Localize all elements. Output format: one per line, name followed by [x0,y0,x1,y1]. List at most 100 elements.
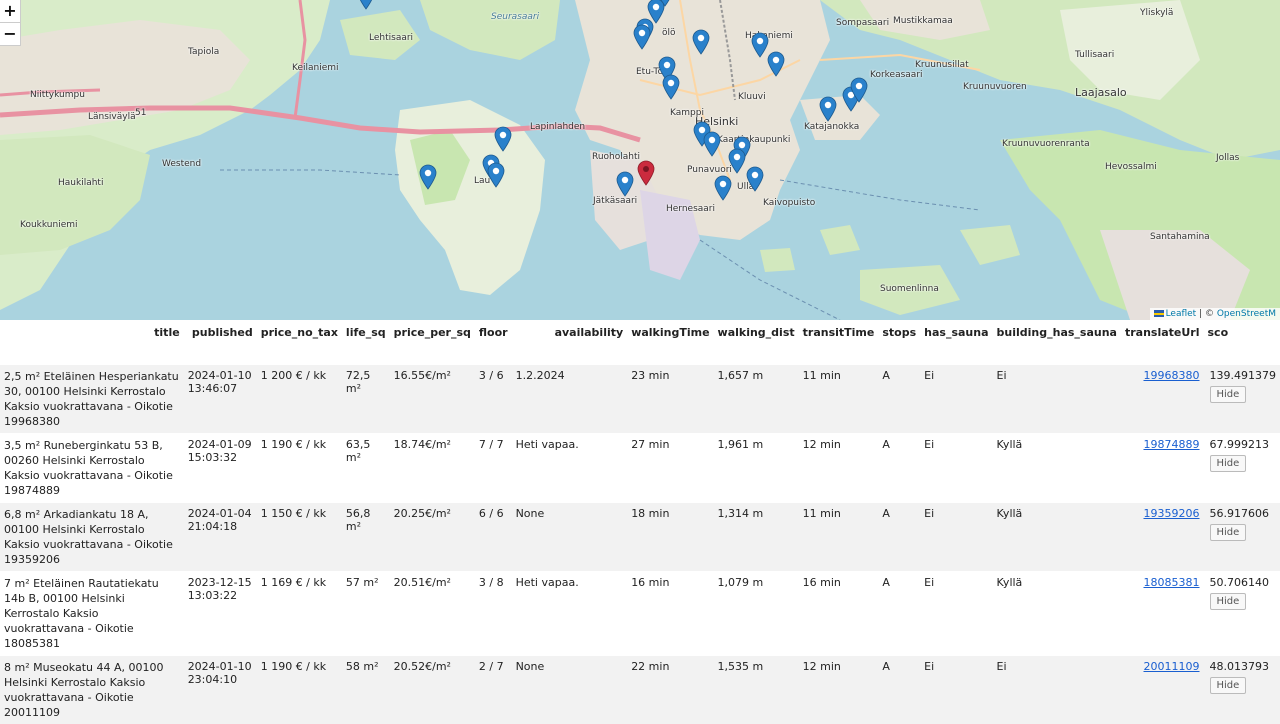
map-label-niittykumpu: Niittykumpu [30,90,85,100]
map-marker-icon[interactable] [494,126,512,152]
map-marker-icon[interactable] [703,131,721,157]
cell-published: 2024-01-10 13:46:07 [184,365,257,434]
cell-life_sq: 63,5 m² [342,434,390,503]
map-attribution: Leaflet | © OpenStreetM [1150,308,1280,320]
cell-life_sq: 72,5 m² [342,365,390,434]
column-header-has_sauna[interactable]: has_sauna [920,320,992,344]
map-marker-icon[interactable] [662,74,680,100]
map-view[interactable]: Lehtisaari Tapiola Niittykumpu Keilaniem… [0,0,1280,320]
map-label-kaartinkaupunki: Kaartinkaupunki [717,135,790,145]
table-row: 3,5 m² Runeberginkatu 53 B, 00260 Helsin… [0,434,1280,503]
hide-button[interactable]: Hide [1210,455,1247,472]
map-label-westend: Westend [162,159,201,169]
cell-walkingTime: 23 min [627,365,713,434]
listing-link[interactable]: 18085381 [1144,576,1200,589]
zoom-out-button[interactable]: − [0,23,20,45]
map-label-mustikkamaa: Mustikkamaa [893,16,953,26]
listing-link[interactable]: 19874889 [1144,438,1200,451]
map-label-sompasaari: Sompasaari [836,18,889,28]
cell-published: 2024-01-04 21:04:18 [184,503,257,572]
listing-link[interactable]: 19359206 [1144,507,1200,520]
column-header-transitTime[interactable]: transitTime [799,320,879,344]
map-marker-icon[interactable] [487,162,505,188]
hide-button[interactable]: Hide [1210,524,1247,541]
map-marker-icon[interactable] [728,148,746,174]
map-marker-icon[interactable] [746,166,764,192]
map-label-hernesaari: Hernesaari [666,204,715,214]
score-value: 50.706140 [1210,576,1277,589]
cell-walkingTime: 27 min [627,434,713,503]
column-header-walking_dist[interactable]: walking_dist [714,320,799,344]
map-marker-icon[interactable] [767,51,785,77]
map-marker-icon[interactable] [714,175,732,201]
column-header-life_sq[interactable]: life_sq [342,320,390,344]
cell-transitTime: 12 min [799,656,879,724]
map-label-korkeasaari: Korkeasaari [870,70,923,80]
target-location-marker-icon[interactable] [637,160,655,186]
map-label-keilaniemi: Keilaniemi [292,63,339,73]
map-label-kruunuvuori: Kruunuvuoren [963,82,1027,92]
map-marker-icon[interactable] [633,24,651,50]
cell-published: 2024-01-09 15:03:32 [184,434,257,503]
cell-title: 7 m² Eteläinen Rautatiekatu 14b B, 00100… [0,572,184,656]
leaflet-link[interactable]: Leaflet [1166,309,1197,319]
map-label-lehtisaari: Lehtisaari [369,33,413,43]
column-header-title[interactable]: title [0,320,184,344]
map-label-punavuori: Punavuori [687,165,732,175]
column-header-sco[interactable]: sco [1204,320,1280,344]
map-label-hevossalmi: Hevossalmi [1105,162,1157,172]
map-marker-icon[interactable] [692,29,710,55]
map-marker-icon[interactable] [819,96,837,122]
cell-price_no_tax: 1 190 € / kk [257,434,342,503]
column-header-price_per_sq[interactable]: price_per_sq [390,320,475,344]
map-label-katajanokka: Katajanokka [804,122,859,132]
column-header-floor[interactable]: floor [475,320,512,344]
cell-stops: A [878,434,920,503]
map-label-ruoholahti: Ruoholahti [592,152,640,162]
cell-price_per_sq: 20.52€/m² [390,656,475,724]
zoom-control: + − [0,0,21,46]
map-label-tapiola: Tapiola [188,47,219,57]
column-header-price_no_tax[interactable]: price_no_tax [257,320,342,344]
map-label-haukilahti: Haukilahti [58,178,103,188]
hide-button[interactable]: Hide [1210,386,1247,403]
map-marker-icon[interactable] [850,77,868,103]
column-header-availability[interactable]: availability [512,320,628,344]
map-label-kluuvi: Kluuvi [738,92,766,102]
osm-link[interactable]: OpenStreetM [1217,309,1276,319]
cell-availability: Heti vapaa. [512,572,628,656]
column-header-published[interactable]: published [184,320,257,344]
table-row: 7 m² Eteläinen Rautatiekatu 14b B, 00100… [0,572,1280,656]
map-marker-icon[interactable] [419,164,437,190]
map-label-toolo: ölö [662,28,676,38]
column-header-walkingTime[interactable]: walkingTime [627,320,713,344]
hide-button[interactable]: Hide [1210,677,1247,694]
hide-button[interactable]: Hide [1210,593,1247,610]
column-header-stops[interactable]: stops [878,320,920,344]
cell-title: 2,5 m² Eteläinen Hesperiankatu 30, 00100… [0,365,184,434]
table-row: 8 m² Museokatu 44 A, 00100 Helsinki Kerr… [0,656,1280,724]
map-marker-icon[interactable] [616,171,634,197]
cell-translateUrl: 18085381 [1121,572,1204,656]
cell-walking_dist: 1,961 m [714,434,799,503]
cell-life_sq: 58 m² [342,656,390,724]
map-label-jatkasaari: Jätkäsaari [593,196,637,206]
cell-walking_dist: 1,314 m [714,503,799,572]
column-header-building_has_sauna[interactable]: building_has_sauna [993,320,1121,344]
cell-walking_dist: 1,657 m [714,365,799,434]
cell-price_per_sq: 20.25€/m² [390,503,475,572]
cell-translateUrl: 20011109 [1121,656,1204,724]
cell-published: 2024-01-10 23:04:10 [184,656,257,724]
cell-price_no_tax: 1 169 € / kk [257,572,342,656]
cell-translateUrl: 19359206 [1121,503,1204,572]
map-label-kruunusillat: Kruunusillat [915,60,969,70]
zoom-in-button[interactable]: + [0,0,20,23]
map-marker-icon[interactable] [357,0,375,10]
listing-link[interactable]: 19968380 [1144,369,1200,382]
column-header-translateUrl[interactable]: translateUrl [1121,320,1204,344]
listing-link[interactable]: 20011109 [1144,660,1200,673]
